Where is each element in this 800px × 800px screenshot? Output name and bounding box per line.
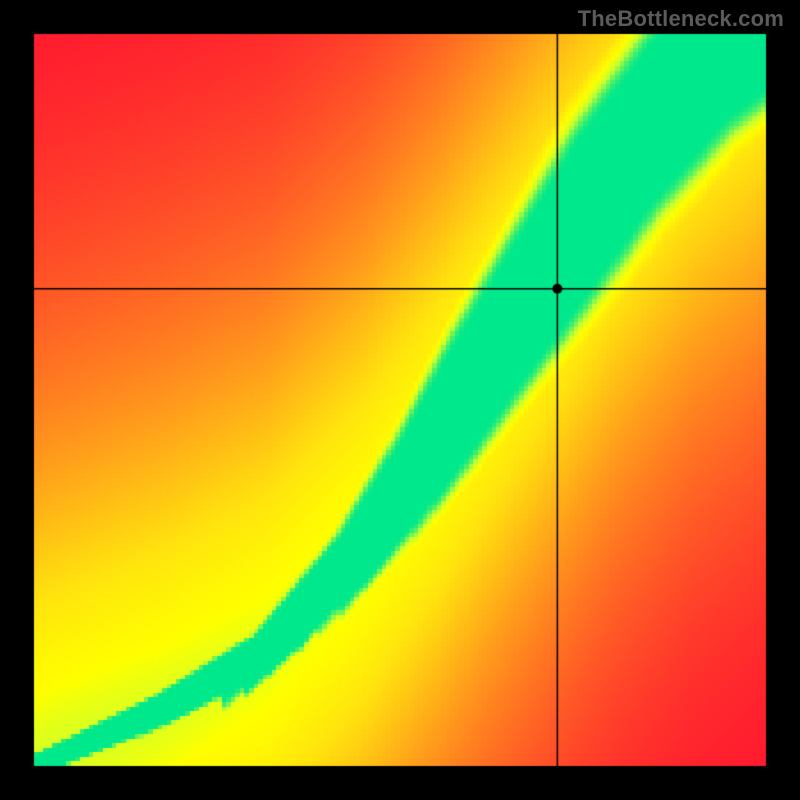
watermark-text: TheBottleneck.com bbox=[578, 6, 784, 32]
heatmap-canvas bbox=[0, 0, 800, 800]
chart-container: TheBottleneck.com bbox=[0, 0, 800, 800]
